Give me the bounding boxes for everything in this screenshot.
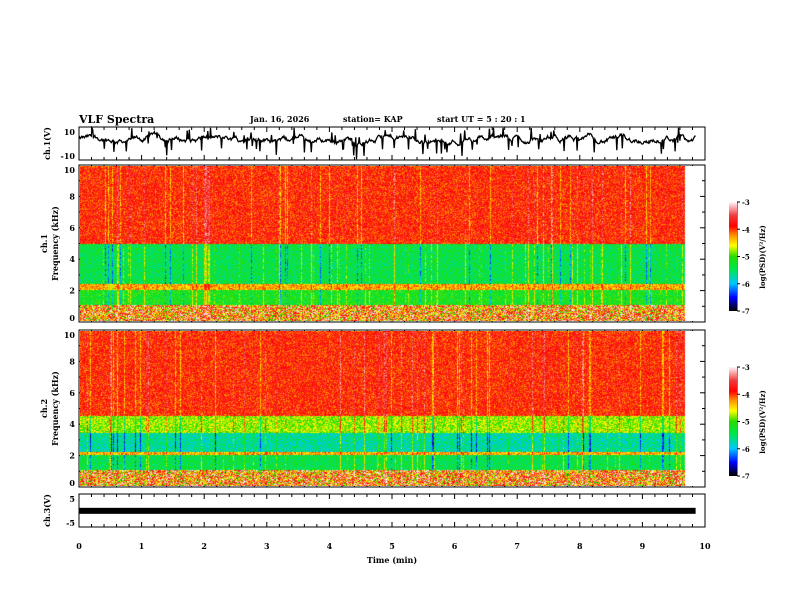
y-tick-label: 2 [69, 451, 75, 461]
ch1-spectrogram-ylabel-channel: ch.1 [39, 234, 49, 253]
colorbar-tick-label: -6 [742, 280, 750, 289]
y-tick-label: 8 [69, 356, 75, 366]
y-tick-label: 6 [69, 223, 75, 233]
y-tick-label: 0 [69, 313, 75, 323]
colorbar-tick-label: -6 [742, 445, 750, 454]
x-tick-label: 4 [327, 541, 333, 551]
y-tick-label: 4 [69, 419, 75, 429]
ch2-spectrogram-ylabel-channel: ch.2 [39, 399, 49, 418]
x-tick-label: 10 [699, 541, 711, 551]
ch1-colorbar [729, 202, 737, 311]
y-tick-label: 2 [69, 286, 75, 296]
ch2-spectrogram-ylabel: Frequency (kHz) [50, 371, 60, 446]
colorbar-label: log(PSD)(V²/Hz) [758, 225, 767, 289]
colorbar-tick-label: -4 [742, 390, 750, 399]
x-tick-label: 2 [201, 541, 207, 551]
x-tick-label: 9 [640, 541, 646, 551]
ch2-colorbar [729, 367, 737, 476]
ch3-voltage-ylabel: ch.3(V) [42, 494, 52, 527]
y-tick-label: 6 [69, 388, 75, 398]
ch1-trace [78, 125, 696, 160]
x-tick-label: 8 [577, 541, 583, 551]
y-tick-label: 10 [64, 330, 76, 340]
station-label: station= KAP [343, 114, 403, 124]
x-axis-label: Time (min) [367, 555, 417, 565]
ch1-voltage-ylabel: ch.1(V) [42, 127, 52, 160]
x-tick-label: 1 [139, 541, 145, 551]
y-tick-label: 8 [69, 191, 75, 201]
x-tick-label: 6 [452, 541, 458, 551]
colorbar-tick-label: -5 [742, 418, 750, 427]
colorbar-tick-label: -5 [742, 253, 750, 262]
colorbar-tick-label: -7 [742, 307, 750, 316]
colorbar-tick-label: -3 [742, 363, 750, 372]
ch1-spectrogram-ylabel: Frequency (kHz) [50, 206, 60, 281]
x-tick-label: 5 [389, 541, 395, 551]
y-tick-label: 10 [64, 127, 76, 137]
ch1-spectrogram-heatmap [80, 166, 694, 321]
x-tick-label: 7 [514, 541, 520, 551]
y-tick-label: 0 [69, 478, 75, 488]
figure-title: VLF Spectra [78, 113, 154, 126]
start-ut-label: start UT = 5 : 20 : 1 [437, 114, 526, 124]
date-label: Jan. 16, 2026 [249, 114, 310, 124]
y-tick-label: -10 [61, 151, 76, 161]
y-tick-label: 5 [69, 494, 75, 504]
colorbar-tick-label: -7 [742, 472, 750, 481]
ch3-trace [79, 507, 696, 514]
colorbar-tick-label: -3 [742, 198, 750, 207]
colorbar-label: log(PSD)(V²/Hz) [758, 390, 767, 454]
x-tick-label: 0 [76, 541, 82, 551]
y-tick-label: 4 [69, 254, 75, 264]
y-tick-label: 10 [64, 165, 76, 175]
colorbar-tick-label: -4 [742, 225, 750, 234]
y-tick-label: -5 [66, 518, 75, 528]
ch2-spectrogram-heatmap [80, 331, 694, 486]
x-tick-label: 3 [264, 541, 270, 551]
